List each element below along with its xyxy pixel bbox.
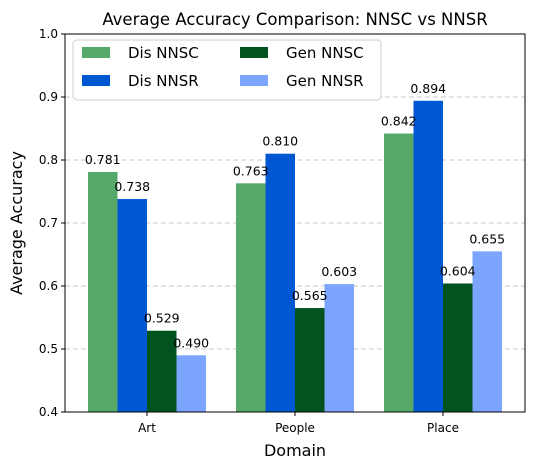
bar — [265, 153, 295, 412]
y-axis-ticks: 0.4 0.5 0.6 0.7 0.8 0.9 1.0 — [39, 27, 65, 419]
legend-label: Dis NNSC — [128, 44, 199, 62]
y-tick-label: 0.8 — [39, 153, 58, 167]
data-label: 0.565 — [292, 288, 328, 303]
x-axis-ticks: Art People Place — [138, 412, 459, 435]
data-label: 0.810 — [262, 134, 298, 149]
bar — [295, 308, 325, 412]
bar — [472, 251, 502, 412]
y-tick-label: 1.0 — [39, 27, 58, 41]
data-label: 0.894 — [410, 81, 446, 96]
bar — [236, 183, 266, 412]
y-tick-label: 0.7 — [39, 216, 58, 230]
x-tick-label: People — [275, 421, 315, 435]
data-label: 0.781 — [85, 152, 121, 167]
legend-label: Gen NNSR — [286, 72, 364, 90]
legend-swatch — [82, 47, 110, 58]
bar — [324, 284, 354, 412]
legend-swatch — [240, 47, 268, 58]
y-tick-label: 0.9 — [39, 90, 58, 104]
x-tick-label: Art — [138, 421, 156, 435]
legend-swatch — [82, 75, 110, 86]
legend-label: Gen NNSC — [286, 44, 364, 62]
data-label: 0.603 — [321, 264, 357, 279]
x-axis-title: Domain — [264, 441, 326, 460]
bar — [117, 199, 147, 412]
bars-group — [88, 100, 502, 413]
y-tick-label: 0.6 — [39, 279, 58, 293]
data-label: 0.655 — [469, 231, 505, 246]
y-axis-title: Average Accuracy — [7, 151, 26, 295]
bar — [413, 100, 443, 412]
y-tick-label: 0.5 — [39, 342, 58, 356]
legend-swatch — [240, 75, 268, 86]
data-label: 0.529 — [144, 311, 180, 326]
data-label: 0.490 — [173, 335, 209, 350]
legend-frame — [72, 39, 382, 101]
data-label: 0.763 — [233, 163, 269, 178]
bar — [384, 133, 414, 413]
legend-label: Dis NNSR — [128, 72, 199, 90]
data-label: 0.738 — [114, 179, 150, 194]
data-label: 0.842 — [381, 114, 417, 129]
data-label: 0.604 — [440, 263, 476, 278]
data-labels-group: 0.781 0.738 0.529 0.490 0.763 0.810 0.565 0.603… — [85, 81, 505, 351]
bar — [147, 330, 177, 412]
bar — [88, 171, 118, 412]
legend: Dis NNSC Dis NNSR Gen NNSC Gen NNSR — [72, 39, 382, 101]
bar — [176, 355, 206, 412]
chart-title: Average Accuracy Comparison: NNSC vs NNS… — [102, 10, 487, 29]
bar — [443, 283, 473, 412]
x-tick-label: Place — [427, 421, 459, 435]
y-tick-label: 0.4 — [39, 405, 58, 419]
